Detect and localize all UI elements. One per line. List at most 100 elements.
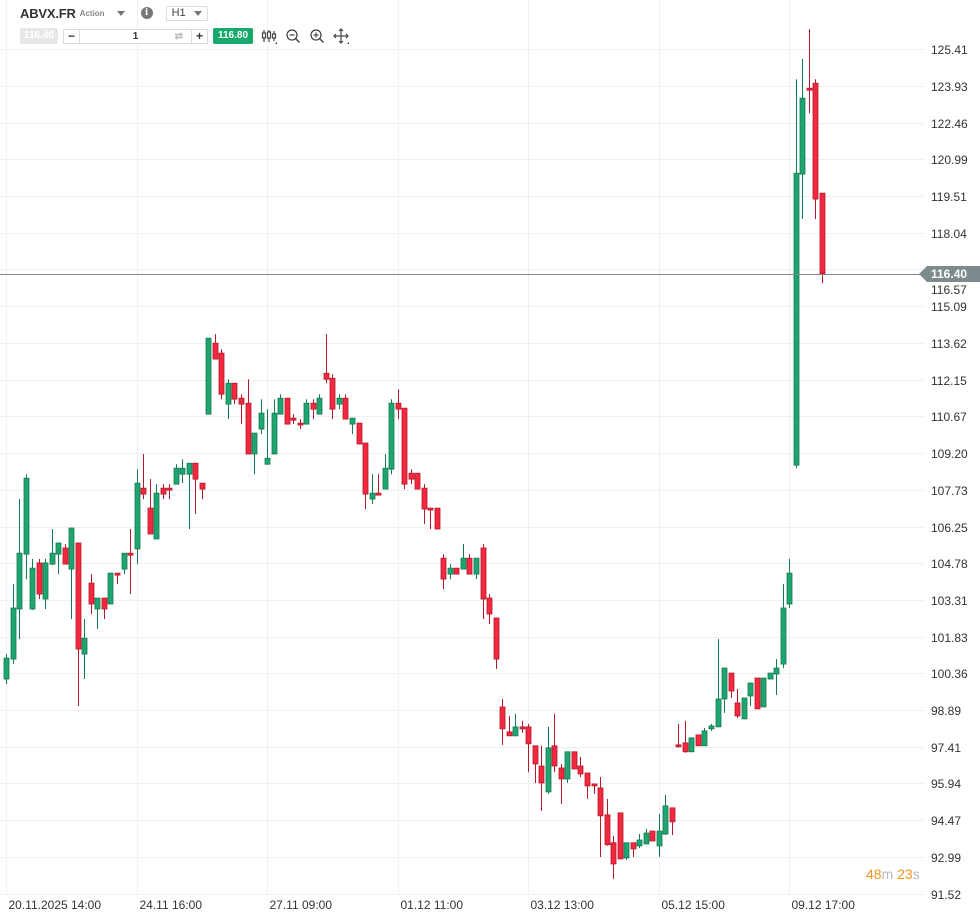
candle-body xyxy=(388,402,395,470)
candle-body xyxy=(55,542,62,555)
candle-body xyxy=(231,382,238,400)
timeframe-select[interactable]: H1 xyxy=(165,5,208,21)
candle-bearish xyxy=(310,399,317,420)
candle-bearish xyxy=(127,529,134,595)
zoom-out-icon[interactable] xyxy=(285,28,301,44)
price-tick-label: 106.25 xyxy=(931,521,968,535)
candle-body xyxy=(323,372,330,380)
candle-body xyxy=(88,582,95,605)
candle-body xyxy=(166,487,173,491)
candle-bearish xyxy=(408,469,415,485)
candle-bullish xyxy=(767,672,774,680)
time-tick-label: 27.11 09:00 xyxy=(269,898,333,912)
candle-body xyxy=(10,607,17,660)
candle-bearish xyxy=(610,836,617,879)
decrease-quantity-button[interactable]: − xyxy=(67,28,75,43)
candle-bearish xyxy=(414,472,421,490)
candle-bearish xyxy=(675,723,682,748)
candle-bullish xyxy=(173,464,180,485)
candle-body xyxy=(75,542,82,650)
info-icon[interactable]: i xyxy=(140,7,153,19)
symbol-name[interactable]: ABVX.FR xyxy=(20,5,76,21)
candle-body xyxy=(453,567,460,575)
instrument-type: Action xyxy=(79,8,105,18)
price-tick-label: 91.52 xyxy=(931,888,962,902)
candle-body xyxy=(421,487,428,510)
candle-bearish xyxy=(819,192,826,284)
candle-body xyxy=(506,731,513,737)
candle-body xyxy=(362,442,369,495)
quantity-input[interactable]: 1 ⇄ xyxy=(79,29,192,43)
candle-body xyxy=(42,562,49,600)
candle-body xyxy=(369,492,376,500)
price-tick-label: 123.93 xyxy=(931,80,968,94)
indicators-icon[interactable] xyxy=(261,28,277,44)
candle-bearish xyxy=(362,442,369,510)
candle-body xyxy=(538,765,545,784)
candle-body xyxy=(238,397,245,405)
price-tick-label: 118.04 xyxy=(931,227,967,241)
candle-body xyxy=(29,567,36,610)
candle-body xyxy=(656,830,663,847)
candle-bullish xyxy=(42,558,49,610)
candle-bearish xyxy=(728,672,735,698)
candle-body xyxy=(342,397,349,420)
pan-move-icon[interactable] xyxy=(333,28,349,44)
candle-bullish xyxy=(258,399,265,435)
candle-bearish xyxy=(401,407,408,490)
candle-body xyxy=(271,412,278,455)
candle-body xyxy=(310,402,317,410)
candle-body xyxy=(754,677,761,710)
candle-body xyxy=(290,417,297,421)
candle-body xyxy=(760,677,767,708)
candle-bullish xyxy=(10,584,17,665)
candle-bearish xyxy=(486,594,493,624)
candle-body xyxy=(799,97,806,175)
candle-body xyxy=(277,397,284,415)
symbol-dropdown-icon[interactable] xyxy=(116,10,125,16)
swap-icon[interactable]: ⇄ xyxy=(174,30,183,42)
candle-body xyxy=(205,337,212,415)
increase-quantity-button[interactable]: + xyxy=(195,28,203,43)
price-tick-label: 109.20 xyxy=(931,447,968,461)
price-tick-label: 103.31 xyxy=(931,594,968,608)
candle-bearish xyxy=(356,422,363,445)
quantity-stepper[interactable]: − 1 ⇄ + xyxy=(63,28,208,44)
candle-bearish xyxy=(584,772,591,799)
candle-bullish xyxy=(721,667,728,713)
candle-bearish xyxy=(114,572,121,585)
sell-button[interactable]: 116.40 xyxy=(20,28,58,44)
candle-bearish xyxy=(36,558,43,600)
candle-body xyxy=(186,462,193,475)
candle-bearish xyxy=(525,723,532,773)
candle-body xyxy=(81,637,88,655)
candle-bearish xyxy=(238,394,245,425)
candle-body xyxy=(793,172,800,466)
candle-bearish xyxy=(245,379,252,455)
quantity-value: 1 xyxy=(132,30,139,42)
candle-bullish xyxy=(16,499,23,640)
candle-bearish xyxy=(166,484,173,500)
zoom-in-icon[interactable] xyxy=(309,28,325,44)
candle-body xyxy=(147,507,154,535)
candle-bearish xyxy=(218,349,225,400)
price-tick-label: 116.57 xyxy=(931,283,967,297)
candle-body xyxy=(708,725,715,730)
candle-bearish xyxy=(551,713,558,773)
candle-body xyxy=(695,734,702,747)
candle-body xyxy=(199,482,206,490)
buy-button[interactable]: 116.80 xyxy=(213,28,253,44)
candle-bullish xyxy=(3,654,10,685)
candle-bearish xyxy=(649,830,656,842)
candle-body xyxy=(303,402,310,425)
price-tick-label: 125.41 xyxy=(931,43,968,57)
candle-bearish xyxy=(88,574,95,614)
price-tick-label: 107.73 xyxy=(931,484,968,498)
candle-bullish xyxy=(760,677,767,708)
candle-bullish xyxy=(225,379,232,420)
candles xyxy=(3,29,826,879)
candle-bullish xyxy=(23,474,30,580)
candle-bullish xyxy=(564,751,571,783)
candle-bearish xyxy=(630,842,637,857)
